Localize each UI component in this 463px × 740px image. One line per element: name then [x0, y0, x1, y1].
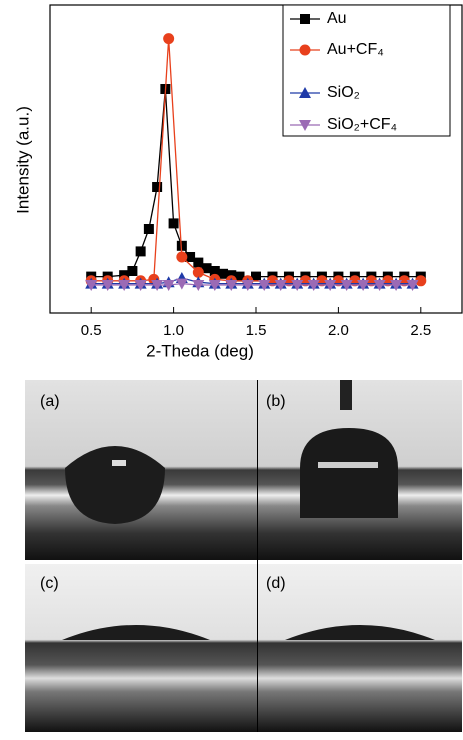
- marker: [258, 280, 271, 291]
- photo-c: [25, 564, 257, 732]
- marker: [119, 270, 130, 281]
- x-axis-label: 2-Theda (deg): [146, 341, 254, 360]
- marker: [201, 263, 212, 274]
- marker: [274, 280, 287, 291]
- marker: [241, 280, 254, 291]
- marker: [162, 280, 175, 291]
- chart: 2-Theda (deg) Intensity (a.u.) 0.5 1.0 1.5…: [13, 4, 463, 360]
- panel-label: (a): [40, 393, 60, 410]
- x-tick-label: 1.5: [246, 322, 267, 339]
- legend-marker: [299, 44, 311, 56]
- marker: [192, 280, 205, 291]
- panel-label: (b): [266, 393, 286, 410]
- marker: [357, 280, 370, 291]
- marker: [373, 280, 386, 291]
- x-tick-label: 0.5: [81, 322, 102, 339]
- marker: [406, 280, 419, 291]
- marker: [101, 280, 114, 291]
- marker: [143, 224, 154, 234]
- photo-panels: (a) (b) (c) (d): [25, 380, 462, 732]
- legend: [282, 4, 451, 137]
- marker: [175, 278, 188, 290]
- marker: [127, 266, 138, 276]
- marker: [208, 280, 221, 291]
- droplet: [65, 446, 165, 524]
- marker: [118, 280, 131, 291]
- x-tick-label: 2.0: [328, 322, 349, 339]
- legend-label: Au+CF₄: [327, 41, 384, 58]
- legend-marker: [299, 87, 311, 98]
- legend-marker: [300, 14, 310, 24]
- needle: [340, 380, 352, 410]
- legend-marker: [299, 120, 311, 131]
- marker: [225, 280, 238, 291]
- marker: [163, 33, 175, 45]
- droplet: [300, 428, 398, 518]
- marker: [390, 280, 403, 291]
- y-axis-label: Intensity (a.u.): [13, 106, 32, 214]
- highlight: [318, 462, 378, 468]
- marker: [251, 271, 261, 282]
- x-tick-label: 2.5: [410, 322, 431, 339]
- panel-label: (d): [266, 575, 286, 592]
- marker: [168, 218, 179, 229]
- droplet: [285, 625, 435, 640]
- panel-label: (c): [40, 575, 59, 592]
- marker: [152, 182, 163, 192]
- marker: [218, 268, 229, 279]
- marker: [324, 280, 337, 291]
- marker: [209, 266, 220, 276]
- marker: [176, 240, 187, 251]
- marker: [176, 251, 188, 263]
- marker: [234, 271, 245, 282]
- marker: [193, 257, 204, 268]
- marker: [85, 280, 98, 291]
- marker: [135, 246, 146, 257]
- marker: [340, 280, 353, 291]
- legend-label: Au: [327, 10, 347, 27]
- marker: [291, 280, 304, 291]
- marker: [151, 280, 164, 291]
- highlight: [112, 460, 126, 466]
- legend-label: SiO₂+CF₄: [327, 116, 397, 133]
- droplet: [62, 625, 210, 640]
- x-tick-label: 1.0: [163, 322, 184, 339]
- marker: [226, 270, 237, 281]
- marker: [134, 280, 147, 291]
- photo-d: [258, 564, 462, 732]
- marker: [415, 275, 427, 287]
- marker: [307, 280, 320, 291]
- legend-label: SiO₂: [327, 84, 360, 101]
- marker: [185, 252, 196, 262]
- marker: [192, 266, 204, 278]
